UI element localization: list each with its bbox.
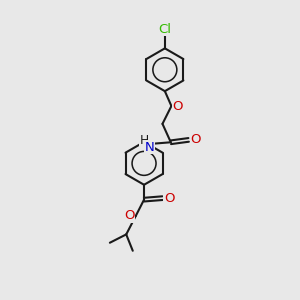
Text: O: O [124,209,134,223]
Text: O: O [164,192,175,205]
Text: O: O [173,100,183,112]
Text: N: N [145,141,154,154]
Text: H: H [140,134,149,147]
Text: Cl: Cl [158,23,171,36]
Text: O: O [190,134,201,146]
